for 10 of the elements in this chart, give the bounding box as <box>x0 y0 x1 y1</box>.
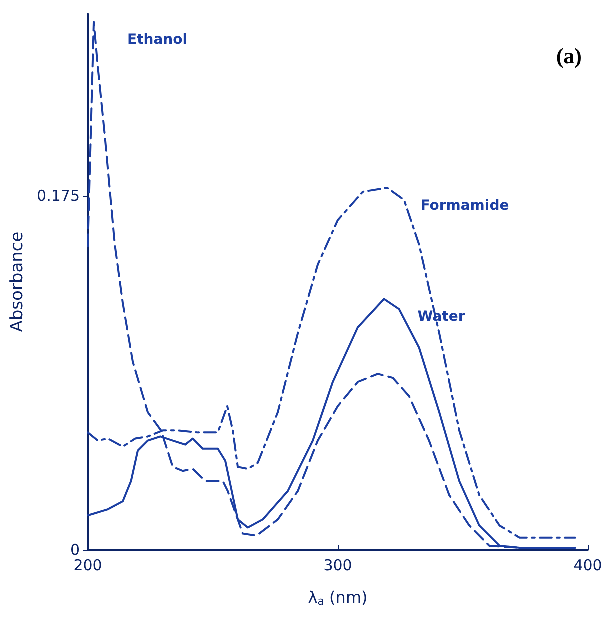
x-tick-label: 400 <box>574 556 602 574</box>
series-label: Water <box>418 309 466 326</box>
y-tick-label: 0.175 <box>37 187 80 206</box>
x-tick-label: 300 <box>324 556 352 574</box>
series-label: Formamide <box>420 198 510 214</box>
x-tick-label: 200 <box>74 556 102 574</box>
y-tick-label: 0 <box>70 541 80 559</box>
text: Ethanol <box>128 32 188 48</box>
y-axis-title: Absorbance <box>8 232 28 332</box>
annotation: (a) <box>556 44 582 68</box>
